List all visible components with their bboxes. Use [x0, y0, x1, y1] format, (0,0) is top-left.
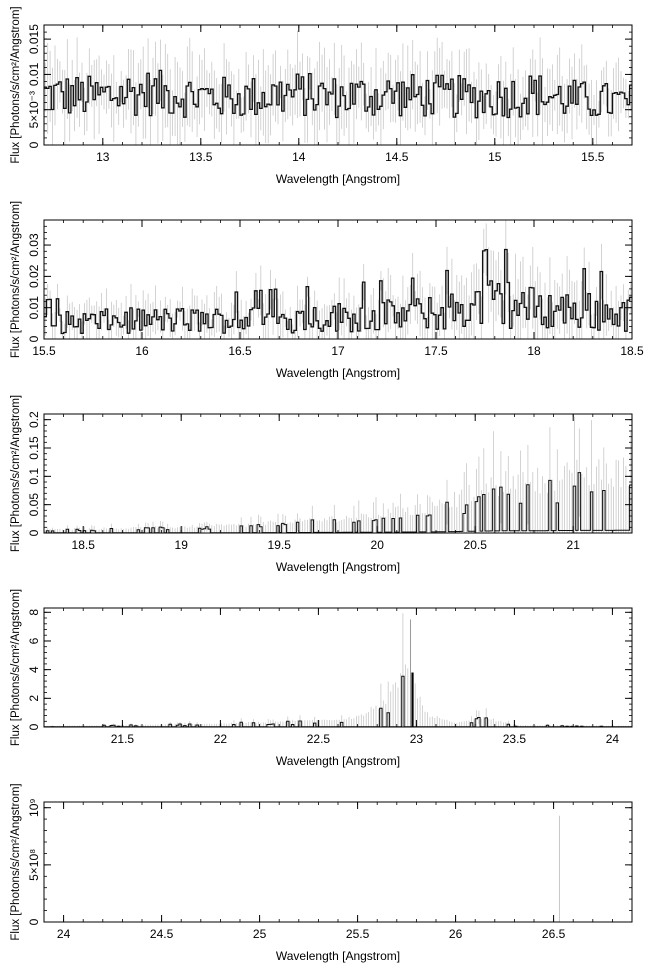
y-tick-label: 8	[27, 609, 41, 616]
x-tick-label: 25	[253, 927, 267, 941]
x-tick-label: 18.5	[72, 538, 96, 552]
plot-area-1	[44, 30, 632, 145]
x-axis-label: Wavelength [Angstrom]	[276, 366, 400, 380]
x-tick-label: 13.5	[189, 150, 213, 164]
x-axis-label: Wavelength [Angstrom]	[276, 949, 400, 963]
x-tick-label: 21	[567, 538, 581, 552]
x-tick-label: 22.5	[307, 732, 331, 746]
y-tick-label: 0.01	[27, 62, 41, 86]
x-tick-label: 15.5	[581, 150, 605, 164]
y-tick-label: 0.15	[27, 436, 41, 460]
plot-area-2	[44, 220, 632, 339]
x-tick-label: 19	[175, 538, 189, 552]
chart-panel-2: 15.5 16 16.5 17 17.5 18 18.5 0 0.01 0.02 0.03 Wavel…	[10, 201, 644, 380]
flux-step-line	[44, 248, 632, 335]
flux-step-line	[44, 69, 632, 119]
x-tick-label: 26.5	[542, 927, 566, 941]
x-tick-label: 16	[135, 344, 149, 358]
x-tick-label: 15.5	[32, 344, 56, 358]
plot-frame	[43, 801, 633, 923]
y-tick-label: 2	[27, 695, 41, 702]
x-tick-label: 24.5	[150, 927, 174, 941]
y-tick-label: 0.02	[27, 264, 41, 288]
x-tick-label: 21.5	[111, 732, 135, 746]
plot-area-4	[44, 613, 632, 727]
x-tick-label: 22	[214, 732, 228, 746]
x-axis-label: Wavelength [Angstrom]	[276, 560, 400, 574]
x-tick-label: 23.5	[503, 732, 527, 746]
x-tick-label: 25.5	[346, 927, 370, 941]
y-axis-label: Flux [Photons/s/cm²/Angstrom]	[10, 201, 22, 358]
y-tick-label: 0	[27, 335, 41, 342]
x-tick-label: 24	[606, 732, 620, 746]
x-tick-label: 23	[410, 732, 424, 746]
x-axis-label: Wavelength [Angstrom]	[276, 172, 400, 186]
y-tick-label: 0.015	[27, 24, 41, 54]
x-tick-label: 18	[527, 344, 541, 358]
flux-step-line	[44, 472, 632, 533]
y-tick-label: 10⁹	[27, 798, 41, 817]
y-tick-label: 0.03	[27, 233, 41, 257]
y-tick-label: 0.05	[27, 493, 41, 517]
y-axis-label: Flux [Photons/s/cm²/Angstrom]	[10, 783, 22, 940]
y-tick-label: 0.01	[27, 296, 41, 320]
plot-frame	[43, 607, 633, 728]
y-axis-label: Flux [Photons/s/cm²/Angstrom]	[10, 395, 22, 552]
x-tick-label: 18.5	[620, 344, 644, 358]
error-bars	[44, 613, 632, 727]
x-tick-label: 13	[96, 150, 110, 164]
plot-frame	[43, 24, 633, 146]
flux-step-line	[44, 675, 632, 727]
y-tick-label: 0.1	[27, 468, 41, 485]
plot-area-3	[44, 416, 632, 533]
plot-frame	[43, 413, 633, 534]
plot-area-5	[44, 815, 632, 922]
x-tick-label: 15	[488, 150, 502, 164]
x-tick-label: 19.5	[268, 538, 292, 552]
chart-panel-1: 13 13.5 14 14.5 15 15.5 0 5×10⁻³ 0.01 0.015 Wavele…	[10, 6, 633, 186]
y-tick-label: 0.2	[27, 411, 41, 428]
x-tick-label: 14	[292, 150, 306, 164]
error-bars	[44, 416, 632, 533]
y-tick-label: 0	[27, 918, 41, 925]
y-axis-label: Flux [Photons/s/cm²/Angstrom]	[10, 6, 22, 163]
y-tick-label: 5×10⁻³	[27, 91, 41, 128]
chart-panel-5: 24 24.5 25 25.5 26 26.5 0 5×10⁸ 10⁹ Wavelength [A…	[10, 783, 633, 963]
y-tick-label: 5×10⁸	[27, 849, 41, 881]
x-tick-label: 20	[371, 538, 385, 552]
chart-panel-3: 18.5 19 19.5 20 20.5 21 0 0.05 0.1 0.15 0.2 Wavelen…	[10, 395, 633, 574]
y-tick-label: 0	[27, 529, 41, 536]
x-tick-label: 24	[57, 927, 71, 941]
x-tick-label: 16.5	[228, 344, 252, 358]
x-tick-label: 26	[449, 927, 463, 941]
x-tick-label: 20.5	[464, 538, 488, 552]
x-tick-label: 17.5	[424, 344, 448, 358]
y-tick-label: 0	[27, 723, 41, 730]
y-tick-label: 0	[27, 141, 41, 148]
y-tick-label: 6	[27, 637, 41, 644]
x-tick-label: 17	[331, 344, 345, 358]
x-axis-label: Wavelength [Angstrom]	[276, 754, 400, 768]
y-tick-label: 4	[27, 666, 41, 673]
x-tick-label: 14.5	[385, 150, 409, 164]
y-axis-label: Flux [Photons/s/cm²/Angstrom]	[10, 589, 22, 746]
error-bars	[44, 220, 632, 339]
